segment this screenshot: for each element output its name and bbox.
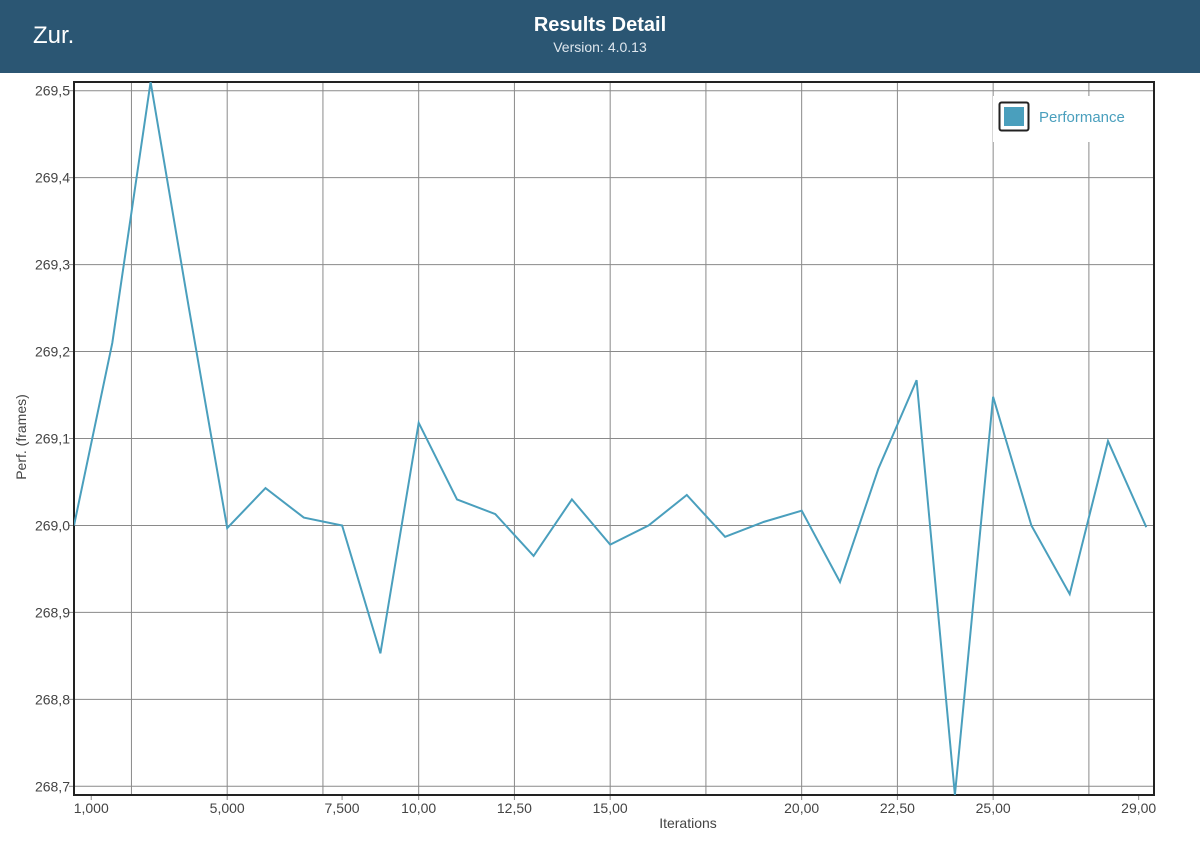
x-tick-label: 25,00 [976, 800, 1011, 816]
x-tick-label: 22,50 [880, 800, 915, 816]
y-tick-label: 269,2 [35, 344, 70, 360]
series-line-performance [74, 82, 1148, 795]
y-tick-label: 269,0 [35, 517, 70, 533]
x-tick-label: 12,50 [497, 800, 532, 816]
y-tick-label: 268,8 [35, 691, 70, 707]
y-tick-label: 268,7 [35, 778, 70, 794]
y-tick-label: 269,4 [35, 170, 70, 186]
x-tick-label: 7,500 [325, 800, 360, 816]
x-tick-label: 5,000 [210, 800, 245, 816]
x-tick-label: 10,00 [401, 800, 436, 816]
x-tick-label: 20,00 [784, 800, 819, 816]
x-tick-label: 15,00 [593, 800, 628, 816]
y-tick-label: 269,3 [35, 257, 70, 273]
back-button[interactable]: Zur. [33, 22, 75, 49]
page-title: Results Detail [533, 14, 667, 36]
y-axis-label: Perf. (frames) [13, 394, 29, 480]
legend-label-performance: Performance [1039, 109, 1125, 126]
version-label: Version: [553, 39, 604, 55]
performance-chart: 269,5 269,4 269,3 269,2 269,1 269,0 268,9 268,8… [13, 81, 1156, 831]
x-tick-label: 1,000 [74, 800, 109, 816]
x-axis-label: Iterations [659, 815, 717, 831]
plot-frame [73, 81, 1155, 796]
app-header: Zur. Results Detail Version: 4.0.13 [0, 0, 1200, 73]
version-line: Version: 4.0.13 [0, 38, 1200, 56]
y-tick-label: 269,5 [35, 83, 70, 99]
y-tick-label: 269,1 [35, 431, 70, 447]
legend-swatch [1004, 107, 1024, 126]
x-tick-label: 29,00 [1121, 800, 1156, 816]
y-tick-label: 268,9 [35, 604, 70, 620]
version-value: 4.0.13 [607, 39, 647, 55]
title-block: Results Detail Version: 4.0.13 [0, 12, 1200, 56]
